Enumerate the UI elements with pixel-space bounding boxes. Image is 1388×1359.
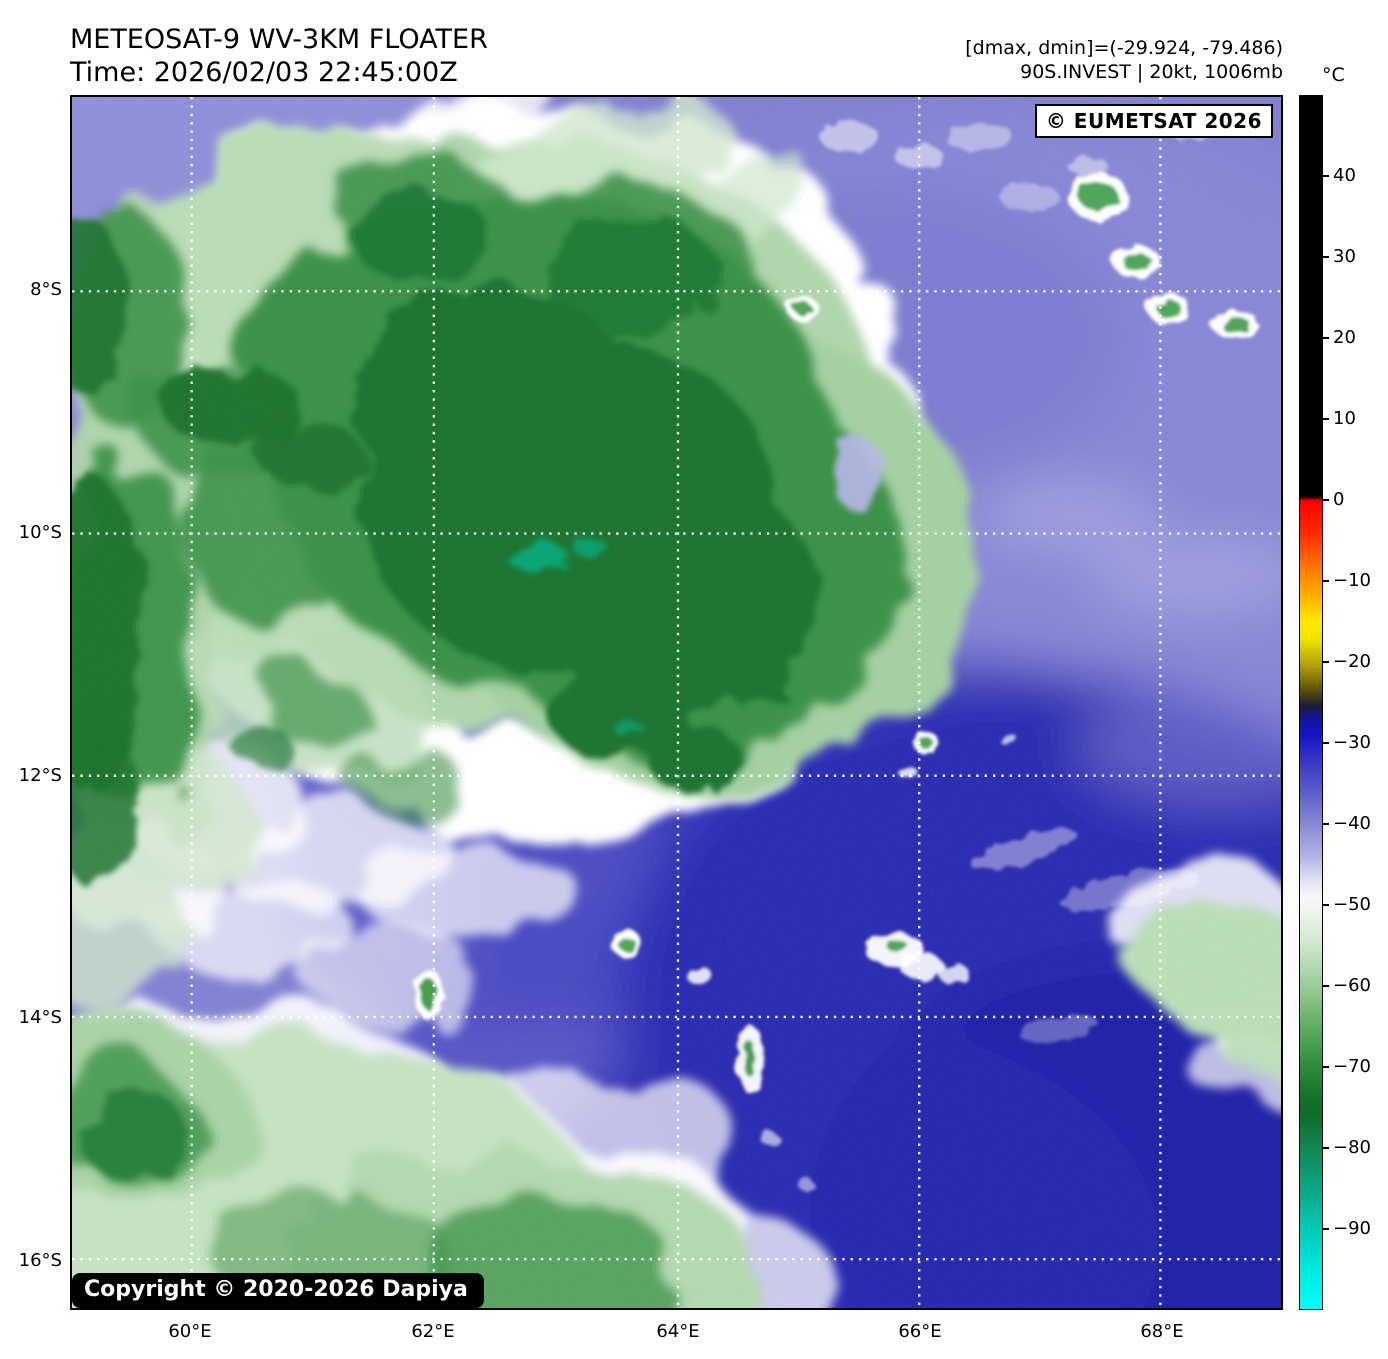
graticule-grid-lines <box>72 97 1281 1308</box>
satellite-image <box>72 97 1281 1308</box>
colorbar-label-20: 20 <box>1333 327 1356 348</box>
timestamp-line: Time: 2026/02/03 22:45:00Z <box>70 57 458 88</box>
colorbar-label-m30: −30 <box>1333 732 1371 753</box>
colorbar-tick <box>1323 742 1329 744</box>
colorbar-tick <box>1323 1147 1329 1149</box>
colorbar-label-30: 30 <box>1333 246 1356 267</box>
lat-label-8s: 8°S <box>30 279 62 300</box>
colorbar-label-10: 10 <box>1333 408 1356 429</box>
lon-label-64e: 64°E <box>656 1321 700 1342</box>
colorbar-tick <box>1323 1066 1329 1068</box>
lon-label-60e: 60°E <box>168 1321 212 1342</box>
colorbar-label-m20: −20 <box>1333 651 1371 672</box>
colorbar-label-m10: −10 <box>1333 570 1371 591</box>
colorbar-label-m50: −50 <box>1333 894 1371 915</box>
lat-label-14s: 14°S <box>18 1007 62 1028</box>
colorbar-unit-label: °C <box>1322 64 1345 86</box>
colorbar-label-m80: −80 <box>1333 1137 1371 1158</box>
colorbar-tick <box>1323 418 1329 420</box>
dmax-dmin-readout: [dmax, dmin]=(-29.924, -79.486) <box>965 37 1283 59</box>
colorbar-tick <box>1323 256 1329 258</box>
colorbar-label-m40: −40 <box>1333 813 1371 834</box>
lon-label-62e: 62°E <box>411 1321 455 1342</box>
meta-block: [dmax, dmin]=(-29.924, -79.486) 90S.INVE… <box>965 36 1283 84</box>
colorbar-tick <box>1323 337 1329 339</box>
colorbar-tick <box>1323 175 1329 177</box>
colorbar-tick <box>1323 661 1329 663</box>
colorbar-tick <box>1323 823 1329 825</box>
colorbar-label-m70: −70 <box>1333 1056 1371 1077</box>
colorbar-tick <box>1323 499 1329 501</box>
temperature-colorbar <box>1299 95 1323 1310</box>
lon-label-66e: 66°E <box>898 1321 942 1342</box>
storm-info-readout: 90S.INVEST | 20kt, 1006mb <box>1020 61 1283 83</box>
colorbar-label-m90: −90 <box>1333 1218 1371 1239</box>
lon-label-68e: 68°E <box>1140 1321 1184 1342</box>
colorbar-tick <box>1323 580 1329 582</box>
noise-overlay <box>72 97 1281 1308</box>
lat-label-10s: 10°S <box>18 522 62 543</box>
colorbar-label-0: 0 <box>1333 489 1345 510</box>
lat-label-16s: 16°S <box>18 1250 62 1271</box>
colorbar-label-m60: −60 <box>1333 975 1371 996</box>
lat-label-12s: 12°S <box>18 765 62 786</box>
eumetsat-attribution-badge: © EUMETSAT 2026 <box>1034 104 1273 138</box>
product-title: METEOSAT-9 WV-3KM FLOATER <box>70 24 488 55</box>
colorbar-tick <box>1323 1228 1329 1230</box>
satellite-map-panel: © EUMETSAT 2026 Copyright © 2020-2026 Da… <box>70 95 1283 1310</box>
colorbar-label-40: 40 <box>1333 165 1356 186</box>
copyright-badge: Copyright © 2020-2026 Dapiya <box>72 1273 484 1308</box>
colorbar-tick <box>1323 985 1329 987</box>
colorbar-tick <box>1323 904 1329 906</box>
